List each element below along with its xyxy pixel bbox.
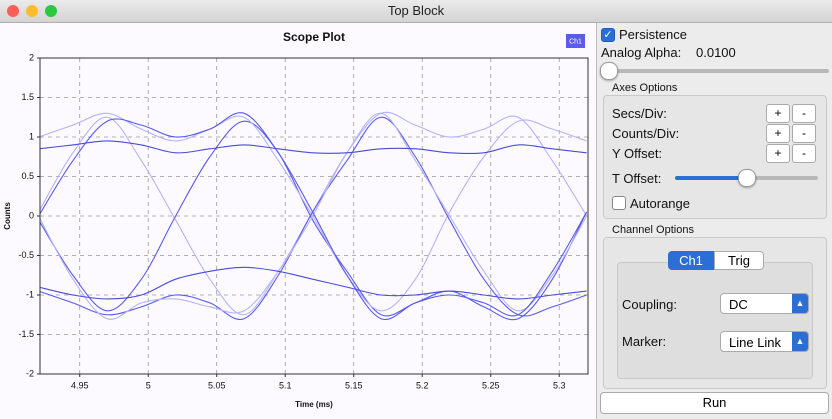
title-bar: Top Block — [0, 0, 832, 23]
traces — [40, 111, 588, 321]
t-offset-knob[interactable] — [738, 169, 756, 187]
alpha-slider-knob[interactable] — [600, 62, 618, 80]
autorange-checkbox[interactable] — [612, 196, 626, 210]
alpha-slider[interactable] — [603, 69, 829, 73]
t-offset-label: T Offset: — [612, 171, 662, 186]
yoffset-minus[interactable]: - — [792, 144, 816, 163]
legend-label: Ch1 — [569, 38, 582, 45]
y-tick-label: 0 — [29, 210, 34, 220]
counts-minus[interactable]: - — [792, 124, 816, 143]
channel-options-title: Channel Options — [612, 224, 694, 236]
combo-arrow: ▲ — [792, 332, 808, 351]
yoffset-plus[interactable]: + — [766, 144, 790, 163]
x-tick-label: 5.3 — [553, 380, 566, 390]
x-axis-label: Time (ms) — [295, 400, 333, 409]
alpha-value: 0.0100 — [696, 45, 736, 60]
y-tick-label: 1.5 — [21, 92, 34, 102]
secs-div-label: Secs/Div: — [612, 106, 667, 121]
alpha-label: Analog Alpha: — [601, 45, 682, 60]
y-tick-label: -1 — [26, 289, 34, 299]
x-tick-label: 5.15 — [345, 380, 363, 390]
marker-combo[interactable]: Line Link ▲ — [720, 331, 809, 352]
minimize-button[interactable] — [26, 5, 38, 17]
trace — [40, 266, 587, 300]
legend-swatch — [566, 34, 585, 48]
close-button[interactable] — [7, 5, 19, 17]
channel-tab-pane — [617, 262, 813, 379]
x-tick-label: 5 — [146, 380, 151, 390]
divider — [596, 23, 597, 419]
persistence-label: Persistence — [619, 27, 687, 42]
trig-tab[interactable]: Trig — [714, 251, 764, 270]
secs-minus[interactable]: - — [792, 104, 816, 123]
y-tick-label: 0.5 — [21, 171, 34, 181]
counts-div-label: Counts/Div: — [612, 126, 680, 141]
window-title: Top Block — [387, 3, 445, 18]
chart-title: Scope Plot — [283, 30, 345, 44]
x-tick-label: 5.05 — [208, 380, 226, 390]
trace — [40, 112, 588, 321]
y-axis-label: Counts — [3, 202, 12, 230]
x-tick-label: 5.25 — [482, 380, 500, 390]
axes-options-title: Axes Options — [612, 82, 678, 94]
trace — [40, 140, 587, 155]
y-tick-label: -2 — [26, 368, 34, 378]
y-tick-label: 2 — [29, 52, 34, 62]
marker-label: Marker: — [622, 334, 667, 349]
persistence-checkbox[interactable] — [601, 28, 615, 42]
coupling-value: DC — [729, 297, 748, 312]
y-tick-label: 1 — [29, 131, 34, 141]
plot-frame — [39, 57, 589, 375]
y-tick-label: -1.5 — [18, 329, 34, 339]
coupling-combo[interactable]: DC ▲ — [720, 293, 809, 314]
y-offset-label: Y Offset: — [612, 146, 663, 161]
trace — [40, 112, 588, 320]
coupling-label: Coupling: — [622, 297, 677, 312]
combo-arrow: ▲ — [792, 294, 808, 313]
marker-value: Line Link — [729, 335, 782, 350]
y-tick-label: -0.5 — [18, 250, 34, 260]
autorange-label: Autorange — [630, 196, 690, 211]
plot-background — [0, 23, 596, 419]
x-tick-label: 4.95 — [71, 380, 89, 390]
zoom-button[interactable] — [45, 5, 57, 17]
scope-plot: Scope Plot Time (ms) Counts -2 -1.5 -1 -0.5 0 0.… — [0, 23, 596, 419]
run-button[interactable]: Run — [600, 392, 829, 414]
x-tick-label: 5.2 — [416, 380, 429, 390]
ch1-tab[interactable]: Ch1 — [668, 251, 714, 270]
secs-plus[interactable]: + — [766, 104, 790, 123]
counts-plus[interactable]: + — [766, 124, 790, 143]
x-tick-label: 5.1 — [279, 380, 292, 390]
